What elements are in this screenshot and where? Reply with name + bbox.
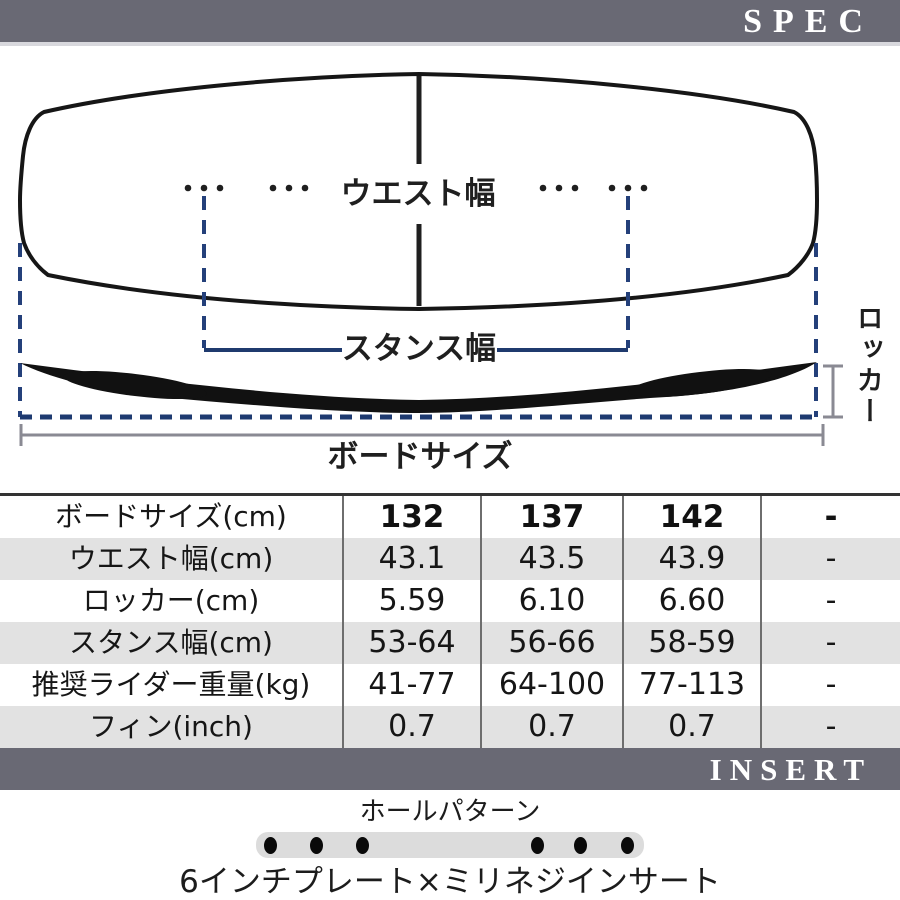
cell-value: 43.1 (342, 538, 480, 580)
cell-value: 43.5 (480, 538, 622, 580)
cell-value: - (760, 706, 900, 748)
cell-value: 77-113 (622, 664, 760, 706)
cell-value: - (760, 622, 900, 664)
table-row: フィン(inch) 0.7 0.7 0.7 - (0, 706, 900, 748)
board-size-measure (19, 424, 825, 446)
header-separator-line (0, 42, 900, 46)
spec-header-label: SPEC (743, 3, 874, 40)
cell-value: - (760, 496, 900, 538)
cell-value: 137 (480, 496, 622, 538)
row-label: ロッカー(cm) (82, 584, 260, 617)
cell-value: 5.59 (342, 580, 480, 622)
cell-value: 53-64 (342, 622, 480, 664)
row-label: 推奨ライダー重量(kg) (31, 668, 311, 701)
row-label: ウエスト幅(cm) (68, 542, 274, 575)
cell-value: 58-59 (622, 622, 760, 664)
cell-value: 56-66 (480, 622, 622, 664)
cell-value: 41-77 (342, 664, 480, 706)
row-label: フィン(inch) (89, 710, 253, 743)
cell-value: 6.10 (480, 580, 622, 622)
cell-value: - (760, 664, 900, 706)
cell-value: - (760, 580, 900, 622)
hole-pattern-label: ホールパターン (359, 797, 541, 827)
table-row: ボードサイズ(cm) 132 137 142 - (0, 496, 900, 538)
insert-hole-dot (574, 837, 587, 854)
insert-hole-dot (621, 837, 634, 854)
board-size-dashed-lines (18, 243, 818, 417)
cell-value: 132 (342, 496, 480, 538)
row-label: ボードサイズ(cm) (55, 500, 287, 533)
stance-dashed-lines (202, 196, 630, 348)
cell-value: 142 (622, 496, 760, 538)
table-row: 推奨ライダー重量(kg) 41-77 64-100 77-113 - (0, 664, 900, 706)
table-row: ウエスト幅(cm) 43.1 43.5 43.9 - (0, 538, 900, 580)
stance-width-label: スタンス幅 (341, 331, 497, 367)
insert-hole-bar (256, 832, 644, 858)
rocker-profile (20, 362, 817, 413)
waist-leader-dots (184, 184, 648, 192)
waist-width-label: ウエスト幅 (340, 176, 496, 212)
cell-value: 0.7 (622, 706, 760, 748)
cell-value: - (760, 538, 900, 580)
insert-section: ホールパターン 6インチプレート×ミリネジインサート (0, 797, 900, 900)
cell-value: 64-100 (480, 664, 622, 706)
insert-header-label: INSERT (709, 752, 872, 787)
board-dimension-diagram: ウエスト幅 スタンス幅 ボードサイズ ロッカー (0, 46, 900, 493)
cell-value: 6.60 (622, 580, 760, 622)
spec-header-bar: SPEC (0, 0, 900, 42)
cell-value: 0.7 (480, 706, 622, 748)
board-outline (18, 72, 819, 311)
row-label: スタンス幅(cm) (69, 626, 273, 659)
insert-hole-dot (264, 837, 277, 854)
insert-hole-dot (531, 837, 544, 854)
spec-table: ボードサイズ(cm) 132 137 142 - ウエスト幅(cm) 43.1 … (0, 493, 900, 748)
insert-hole-dot (356, 837, 369, 854)
cell-value: 43.9 (622, 538, 760, 580)
board-size-label: ボードサイズ (327, 439, 513, 475)
plate-insert-label: 6インチプレート×ミリネジインサート (179, 864, 721, 900)
board-diagram-drawing (18, 72, 843, 446)
insert-hole-dot (310, 837, 323, 854)
rocker-measure (823, 364, 843, 419)
table-row: スタンス幅(cm) 53-64 56-66 58-59 - (0, 622, 900, 664)
table-row: ロッカー(cm) 5.59 6.10 6.60 - (0, 580, 900, 622)
insert-header-bar: INSERT (0, 748, 900, 790)
rocker-label: ロッカー (851, 304, 883, 428)
cell-value: 0.7 (342, 706, 480, 748)
